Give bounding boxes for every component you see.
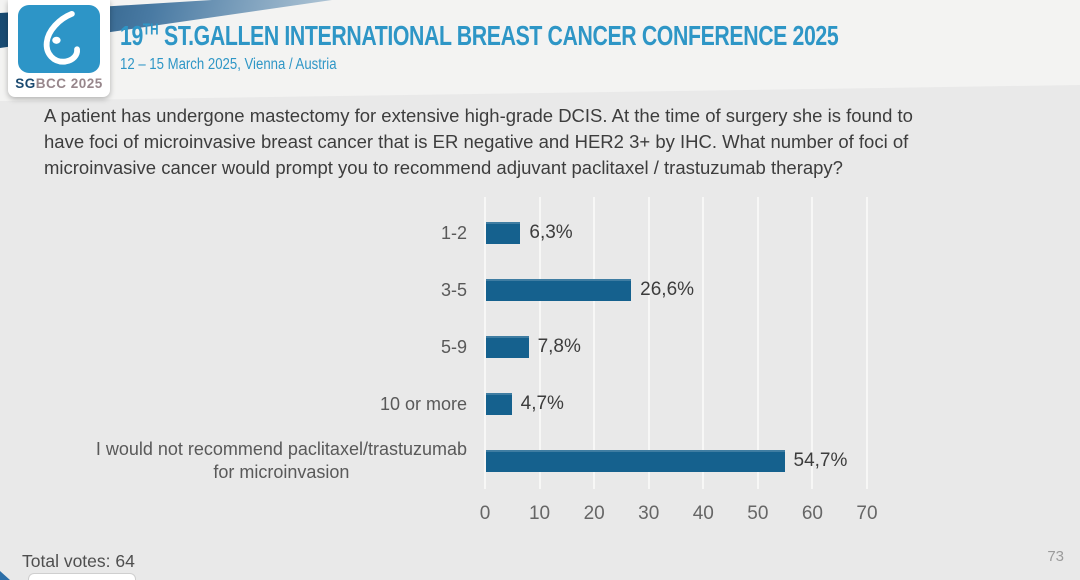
category-label-text: 1-2 [440,222,467,243]
category-label: 10 or more [20,376,467,432]
value-label: 26,6% [640,279,695,300]
category-label-text: 3-5 [440,279,467,300]
corner-chip-icon [0,571,10,580]
conference-subtitle: 12 – 15 March 2025, Vienna / Austria [120,56,337,73]
value-label: 7,8% [537,336,581,357]
gridline [484,197,486,489]
bar [486,336,529,358]
x-tick-label: 0 [479,503,491,524]
total-votes: Total votes: 64 [22,551,135,571]
title-number: 19 [120,20,143,51]
sgbcc-drop-icon [18,5,100,73]
x-tick-label: 70 [856,503,878,524]
category-label-text: 5-9 [440,336,467,357]
gridline [647,197,650,489]
page-number: 73 [1047,548,1064,565]
gridline [593,197,596,489]
x-tick-label: 60 [801,503,823,524]
value-label: 54,7% [793,450,848,471]
category-label: 5-9 [20,319,467,375]
title-text: ST.GALLEN INTERNATIONAL BREAST CANCER CO… [158,20,839,51]
gridline [538,197,541,489]
x-tick-label: 20 [583,503,605,524]
bar [486,222,521,244]
x-tick-label: 50 [747,503,769,524]
x-tick-label: 40 [692,503,714,524]
category-label-text: I would not recommend paclitaxel/trastuz… [95,439,467,482]
logo-text-sg: SG [15,76,36,91]
gridline [811,197,814,489]
category-label-text: 10 or more [379,393,467,414]
conference-title: 19TH ST.GALLEN INTERNATIONAL BREAST CANC… [120,20,839,52]
sgbcc-logo: SGBCC 2025 [8,0,110,97]
x-tick-label: 10 [528,503,551,524]
bar [486,450,785,472]
gridline [866,197,868,489]
sgbcc-logo-text: SGBCC 2025 [8,76,110,91]
category-label: 3-5 [20,262,467,318]
bar [486,393,512,415]
category-label: I would not recommend paclitaxel/trastuz… [20,433,467,489]
bar [486,279,632,301]
bottom-popup[interactable] [28,573,136,580]
logo-text-rest: BCC 2025 [35,76,103,91]
gridline [756,197,759,489]
category-label: 1-2 [20,205,467,261]
value-label: 6,3% [529,222,573,243]
title-ordinal: TH [142,21,159,39]
gridline [702,197,705,489]
value-label: 4,7% [520,393,564,414]
x-tick-label: 30 [638,503,660,524]
poll-question: A patient has undergone mastectomy for e… [44,105,913,178]
